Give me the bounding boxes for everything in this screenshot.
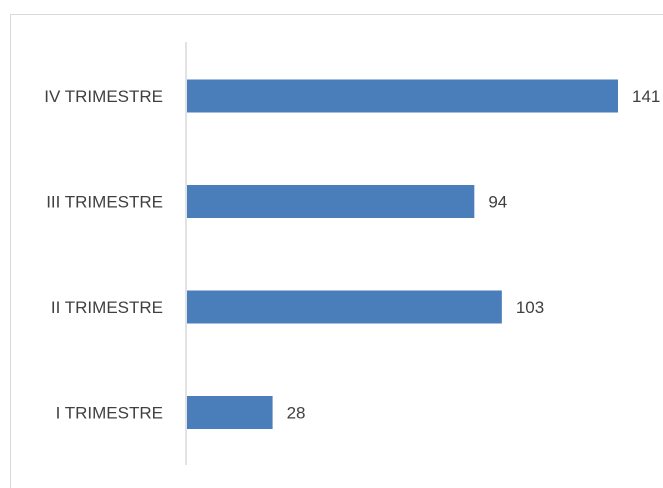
chart-frame bbox=[10, 14, 663, 488]
value-label: 94 bbox=[488, 193, 507, 212]
value-labels-group: 141 94 103 28 bbox=[287, 87, 661, 423]
bar-i-trimestre bbox=[187, 396, 273, 429]
value-label: 28 bbox=[287, 404, 306, 423]
value-label: 103 bbox=[516, 298, 544, 317]
category-label: III TRIMESTRE bbox=[46, 193, 163, 212]
bar-ii-trimestre bbox=[187, 290, 502, 324]
category-label: IV TRIMESTRE bbox=[44, 87, 163, 106]
bar-iii-trimestre bbox=[187, 185, 475, 218]
category-label: I TRIMESTRE bbox=[56, 404, 163, 423]
bar-iv-trimestre bbox=[187, 79, 618, 113]
category-label: II TRIMESTRE bbox=[51, 298, 163, 317]
bars-group bbox=[187, 79, 618, 429]
value-label: 141 bbox=[632, 87, 660, 106]
category-labels-group: IV TRIMESTRE III TRIMESTRE II TRIMESTRE I T… bbox=[44, 87, 163, 423]
